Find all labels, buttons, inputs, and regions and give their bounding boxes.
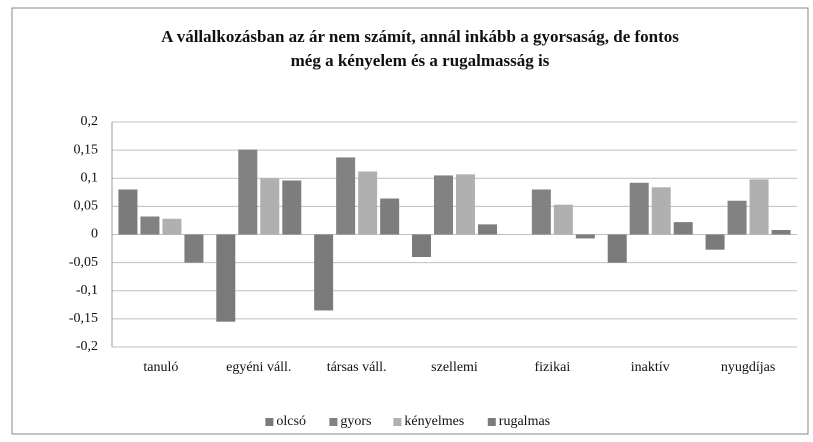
- bar: [118, 189, 138, 235]
- x-tick-label: társas váll.: [327, 360, 387, 375]
- x-tick-label: nyugdíjas: [721, 360, 775, 375]
- bar: [575, 234, 595, 239]
- bar: [260, 178, 280, 235]
- bar: [553, 204, 573, 235]
- x-tick-label: fizikai: [534, 360, 570, 375]
- bar: [478, 224, 497, 235]
- y-tick-label: 0,1: [81, 170, 99, 185]
- bar: [358, 171, 378, 235]
- y-tick-label: -0,2: [76, 339, 98, 354]
- x-tick-label: tanuló: [143, 360, 178, 375]
- legend-label: rugalmas: [499, 414, 550, 429]
- bar: [434, 175, 453, 235]
- bar: [140, 216, 160, 235]
- y-tick-label: 0,15: [74, 142, 99, 157]
- bar: [184, 234, 204, 263]
- bar: [314, 234, 334, 311]
- bar: [749, 179, 769, 235]
- bar: [216, 234, 236, 322]
- x-tick-label: szellemi: [431, 360, 478, 375]
- y-tick-label: -0,05: [69, 255, 98, 270]
- y-tick-label: 0,2: [81, 114, 99, 129]
- bar: [651, 187, 671, 235]
- legend-swatch: [329, 418, 338, 426]
- bar: [629, 182, 649, 235]
- bar: [238, 149, 258, 235]
- legend-swatch: [265, 418, 274, 426]
- legend-label: olcsó: [276, 414, 306, 429]
- legend-swatch: [393, 418, 402, 426]
- legend-label: kényelmes: [404, 414, 464, 429]
- chart-title: A vállalkozásban az ár nem számít, annál…: [161, 27, 679, 46]
- bar: [727, 200, 747, 235]
- y-tick-label: 0: [91, 227, 98, 242]
- y-tick-label: 0,05: [74, 199, 99, 214]
- bar: [336, 157, 356, 235]
- bar: [162, 218, 182, 235]
- bar: [456, 174, 475, 235]
- y-tick-label: -0,1: [76, 283, 98, 298]
- legend-label: gyors: [340, 414, 371, 429]
- bar: [412, 234, 431, 257]
- x-tick-label: inaktív: [631, 360, 670, 375]
- bar: [673, 222, 693, 235]
- legend-swatch: [487, 418, 496, 426]
- bar: [380, 198, 400, 235]
- bar: [531, 189, 551, 235]
- bar: [771, 230, 791, 235]
- bar: [282, 180, 302, 235]
- x-tick-label: egyéni váll.: [226, 360, 291, 375]
- bar: [705, 234, 725, 250]
- chart-title: még a kényelem és a rugalmasság is: [291, 51, 550, 70]
- y-tick-label: -0,15: [69, 311, 98, 326]
- bar: [607, 234, 627, 263]
